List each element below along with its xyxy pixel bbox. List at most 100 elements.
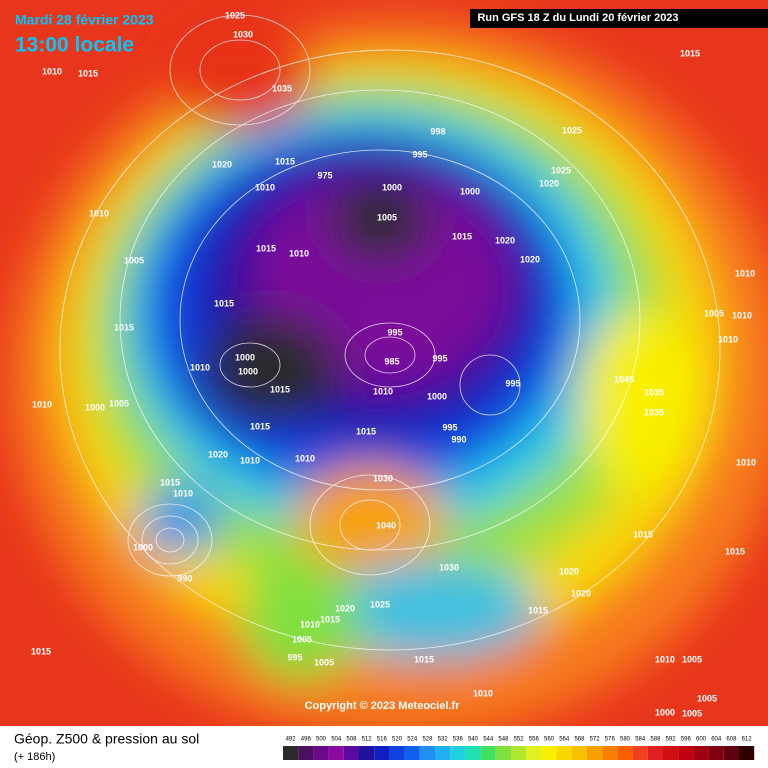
pressure-label: 1010: [173, 488, 193, 498]
legend-swatch: [283, 746, 299, 760]
legend-swatch: [678, 746, 694, 760]
pressure-label: 1005: [109, 398, 129, 408]
legend-swatch: [404, 746, 420, 760]
legend-label: 612: [742, 737, 753, 743]
pressure-label: 1025: [370, 599, 390, 609]
pressure-label: 1020: [208, 449, 228, 459]
pressure-label: 1015: [114, 322, 134, 332]
legend-swatch: [739, 746, 755, 760]
legend-swatch: [374, 746, 390, 760]
run-box: [470, 9, 768, 28]
legend-label: 524: [407, 737, 418, 743]
legend-label: 580: [620, 737, 631, 743]
pressure-label: 985: [384, 356, 399, 366]
legend-label: 592: [666, 737, 677, 743]
pressure-label: 1000: [238, 366, 258, 376]
time: 13:00 locale: [15, 34, 134, 57]
pressure-label: 1020: [335, 603, 355, 613]
pressure-label: 1015: [256, 243, 276, 253]
pressure-label: 990: [451, 434, 466, 444]
pressure-label: 1010: [732, 310, 752, 320]
pressure-label: 1005: [682, 708, 702, 718]
legend-swatch: [647, 746, 663, 760]
pressure-label: 990: [177, 573, 192, 583]
legend-swatch: [587, 746, 603, 760]
legend-label: 512: [362, 737, 373, 743]
pressure-label: 1015: [250, 421, 270, 431]
pressure-label: 1005: [314, 657, 334, 667]
pressure-label: 1005: [377, 212, 397, 222]
pressure-label: 1010: [42, 66, 62, 76]
legend-label: 528: [422, 737, 433, 743]
legend-label: 572: [590, 737, 601, 743]
legend-label: 496: [301, 737, 312, 743]
pressure-label: 1015: [270, 384, 290, 394]
legend-swatch: [511, 746, 527, 760]
legend-swatch: [571, 746, 587, 760]
pressure-label: 1000: [427, 391, 447, 401]
pressure-label: 1015: [320, 614, 340, 624]
pressure-label: 1030: [233, 29, 253, 39]
pressure-label: 1005: [704, 308, 724, 318]
pressure-label: 1010: [32, 399, 52, 409]
pressure-label: 1030: [439, 562, 459, 572]
pressure-label: 1020: [495, 235, 515, 245]
legend-label: 552: [514, 737, 525, 743]
pressure-label: 1035: [644, 387, 664, 397]
pressure-label: 1000: [235, 352, 255, 362]
pressure-label: 1000: [133, 542, 153, 552]
pressure-label: 1015: [78, 68, 98, 78]
legend-label: 568: [574, 737, 585, 743]
legend: 492 496 500 504 508 512 516 520 524 528 532 536 540 5…: [283, 737, 755, 760]
pressure-label: 1015: [452, 231, 472, 241]
pressure-label: 995: [442, 422, 457, 432]
legend-swatch: [419, 746, 435, 760]
pressure-label: 1005: [697, 693, 717, 703]
pressure-label: 1010: [295, 453, 315, 463]
pressure-label: 1000: [85, 402, 105, 412]
pressure-label: 1010: [718, 334, 738, 344]
legend-swatch: [602, 746, 618, 760]
legend-label: 520: [392, 737, 403, 743]
footer-title: Géop. Z500 & pression au sol: [14, 731, 199, 747]
legend-swatch: [465, 746, 481, 760]
legend-label: 532: [438, 737, 449, 743]
legend-label: 564: [559, 737, 570, 743]
legend-swatch: [723, 746, 739, 760]
legend-swatch: [632, 746, 648, 760]
pressure-label: 1010: [255, 182, 275, 192]
legend-swatch: [526, 746, 542, 760]
pressure-label: 1005: [292, 634, 312, 644]
legend-label: 508: [346, 737, 357, 743]
legend-label: 504: [331, 737, 342, 743]
pressure-label: 1010: [473, 688, 493, 698]
legend-swatch: [389, 746, 405, 760]
pressure-label: 995: [387, 327, 402, 337]
legend-label: 548: [498, 737, 509, 743]
pressure-label: 995: [287, 652, 302, 662]
pressure-label: 1000: [382, 182, 402, 192]
legend-swatch: [313, 746, 329, 760]
pressure-label: 1000: [655, 707, 675, 717]
legend-swatch: [708, 746, 724, 760]
pressure-label: 1010: [89, 208, 109, 218]
pressure-label: 995: [505, 378, 520, 388]
legend-label: 536: [453, 737, 464, 743]
legend-swatch: [328, 746, 344, 760]
legend-label: 600: [696, 737, 707, 743]
legend-label: 516: [377, 737, 388, 743]
pressure-label: 1020: [520, 254, 540, 264]
legend-swatch: [556, 746, 572, 760]
legend-swatch: [541, 746, 557, 760]
pressure-label: 1015: [214, 298, 234, 308]
legend-swatch: [617, 746, 633, 760]
pressure-label: 1010: [300, 619, 320, 629]
legend-label: 604: [711, 737, 722, 743]
run-info: Run GFS 18 Z du Lundi 20 février 2023: [477, 12, 678, 24]
legend-swatch: [343, 746, 359, 760]
pressure-label: 1035: [272, 83, 292, 93]
pressure-label: 995: [432, 353, 447, 363]
pressure-label: 1005: [682, 654, 702, 664]
